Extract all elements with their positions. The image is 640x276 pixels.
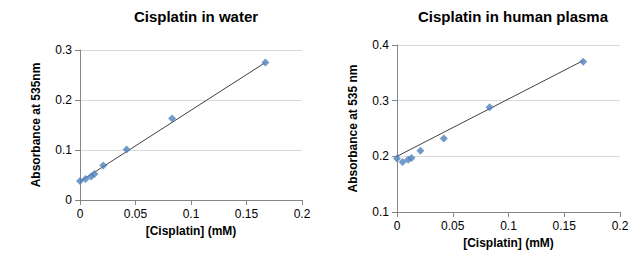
svg-text:Absorbance at 535 nm: Absorbance at 535 nm <box>346 64 360 192</box>
svg-text:Cisplatin in human plasma: Cisplatin in human plasma <box>418 8 609 25</box>
svg-text:0: 0 <box>65 193 72 207</box>
svg-text:0: 0 <box>394 219 401 233</box>
svg-text:Cisplatin in water: Cisplatin in water <box>134 8 258 25</box>
svg-text:0.1: 0.1 <box>500 219 517 233</box>
svg-text:0.3: 0.3 <box>55 43 72 57</box>
svg-text:0.1: 0.1 <box>372 205 389 219</box>
svg-text:[Cisplatin] (mM): [Cisplatin] (mM) <box>146 224 237 238</box>
svg-text:0.4: 0.4 <box>372 38 389 52</box>
svg-text:0.15: 0.15 <box>553 219 577 233</box>
svg-text:Absorbance at 535nm: Absorbance at 535nm <box>29 63 43 188</box>
svg-text:0.1: 0.1 <box>183 207 200 221</box>
svg-text:0.05: 0.05 <box>441 219 465 233</box>
svg-text:0.05: 0.05 <box>124 207 148 221</box>
svg-text:0.2: 0.2 <box>372 149 389 163</box>
svg-text:0.1: 0.1 <box>55 143 72 157</box>
svg-text:0.2: 0.2 <box>294 207 311 221</box>
svg-text:0.3: 0.3 <box>372 94 389 108</box>
svg-text:0.2: 0.2 <box>55 93 72 107</box>
svg-text:[Cisplatin] (mM): [Cisplatin] (mM) <box>463 236 554 250</box>
svg-text:0.15: 0.15 <box>235 207 259 221</box>
svg-text:0.2: 0.2 <box>612 219 629 233</box>
svg-text:0: 0 <box>77 207 84 221</box>
